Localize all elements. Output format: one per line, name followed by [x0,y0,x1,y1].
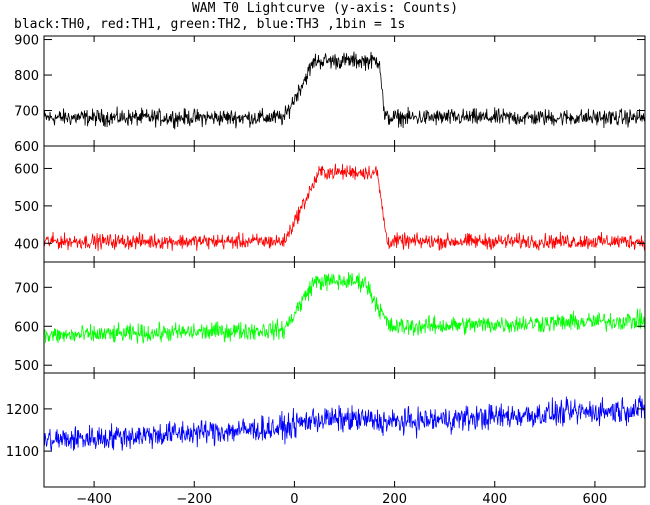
y-tick-label: 700 [14,105,39,120]
x-tick-label: 400 [482,492,507,505]
y-tick-label: 500 [14,200,39,215]
y-tick-label: 900 [14,34,39,49]
series-line-th2 [44,272,645,344]
x-tick-label: 0 [290,492,298,505]
y-tick-label: 600 [14,320,39,335]
y-tick-label: 400 [14,237,39,252]
x-tick-label: −200 [176,492,212,505]
x-tick-label: 200 [382,492,407,505]
x-tick-label: −400 [76,492,112,505]
panel-frame-th3 [43,372,646,488]
chart-title: WAM T0 Lightcurve (y-axis: Counts) [191,1,459,16]
series-line-th3 [44,395,645,452]
y-tick-label: 700 [14,281,39,296]
y-tick-label: 600 [14,140,39,155]
y-tick-label: 1200 [6,403,39,418]
y-tick-label: 600 [14,162,39,177]
chart-subtitle: black:TH0, red:TH1, green:TH2, blue:TH3 … [14,17,406,32]
series-line-th0 [44,51,645,130]
series-line-th1 [44,163,645,252]
panel-frame-th0 [43,35,646,147]
x-tick-label: 600 [583,492,608,505]
y-tick-label: 800 [14,69,39,84]
y-tick-label: 500 [14,359,39,374]
y-tick-label: 1100 [6,445,39,460]
